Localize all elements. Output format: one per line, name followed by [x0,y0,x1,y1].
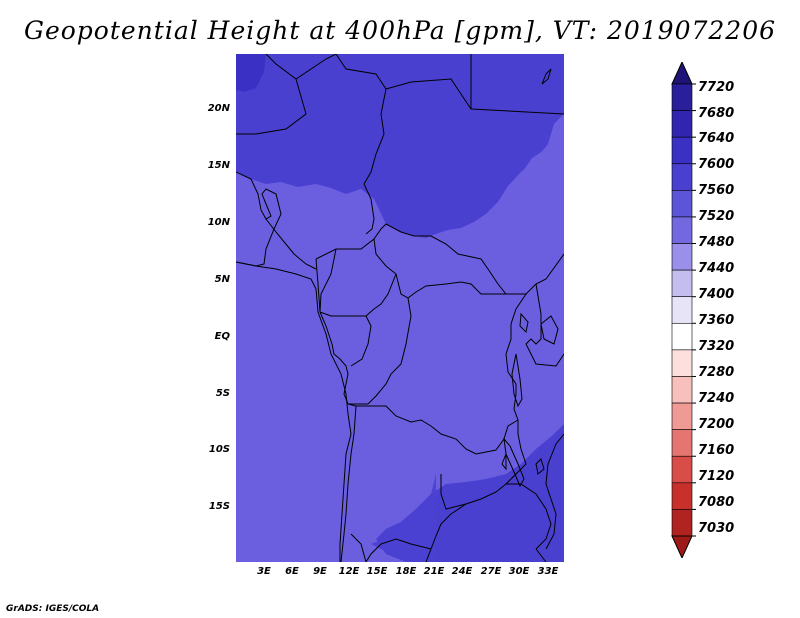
lon-label-15e: 15E [366,566,388,577]
colorbar-label-7030: 7030 [698,521,735,536]
lon-label-9e: 9E [313,566,327,577]
field-region-north [236,54,564,238]
colorbar-label-7480: 7480 [698,235,735,250]
lat-label-5n: 5N [214,274,230,285]
colorbar-label-7200: 7200 [698,417,735,432]
colorbar-segments [671,62,693,558]
colorbar-bin [671,110,693,138]
colorbar-label-7400: 7400 [698,287,735,302]
lon-label-3e: 3E [257,566,271,577]
lon-label-21e: 21E [423,566,445,577]
lon-label-27e: 27E [480,566,502,577]
colorbar-arrow-top [671,62,693,85]
colorbar-label-7360: 7360 [698,313,735,328]
colorbar-label-7640: 7640 [698,131,735,146]
lakes [501,68,559,488]
colorbar-bin [671,402,693,430]
lat-label-20n: 20N [207,103,230,114]
colorbar-label-7320: 7320 [698,339,735,354]
map-title: Geopotential Height at 400hPa [gpm], VT:… [23,16,777,45]
colorbar-bin [671,269,693,298]
coastline-west [236,261,352,562]
colorbar-bin [671,376,693,404]
lat-label-10s: 10S [208,444,230,455]
lon-label-6e: 6E [285,566,299,577]
colorbar-label-7080: 7080 [698,495,735,510]
lat-label-5s: 5S [215,388,230,399]
colorbar-bin [671,216,693,244]
colorbar-label-7280: 7280 [698,365,735,380]
colorbar-arrow-bottom [671,535,693,558]
colorbar-label-7600: 7600 [698,157,735,172]
field-region-south-lower [371,474,436,562]
colorbar-bin [671,509,693,537]
colorbar-label-7160: 7160 [698,443,735,458]
colorbar-ticks [692,83,696,537]
colorbar-bin [671,243,693,271]
geopotential-height-map [236,54,564,562]
field-region-northwest [236,54,266,92]
map-panel [236,54,564,562]
colorbar-bin [671,296,693,324]
lon-label-24e: 24E [451,566,473,577]
colorbar-bin [671,429,693,457]
colorbar-bin [671,83,693,111]
colorbar-bin [671,136,693,165]
colorbar-bin [671,322,693,351]
lon-label-30e: 30E [508,566,530,577]
colorbar-label-7520: 7520 [698,209,735,224]
lat-label-10n: 10N [207,217,230,228]
lon-label-33e: 33E [537,566,559,577]
colorbar-label-7440: 7440 [698,261,735,276]
colorbar-label-7240: 7240 [698,391,735,406]
colorbar-label-7560: 7560 [698,183,735,198]
colorbar-bin [671,163,693,191]
colorbar-bin [671,190,693,218]
lat-label-15s: 15S [208,501,230,512]
country-borders [236,54,564,562]
colorbar-label-7120: 7120 [698,469,735,484]
field-region-northeast-light [426,149,564,264]
colorbar-bin [671,455,693,484]
colorbar-bin [671,482,693,510]
lat-label-15n: 15N [207,160,230,171]
lon-label-18e: 18E [395,566,417,577]
colorbar-bin [671,349,693,377]
grads-credit: GrADS: IGES/COLA [6,604,100,614]
lat-label-eq: EQ [214,331,230,342]
lon-label-12e: 12E [338,566,360,577]
colorbar-label-7720: 7720 [698,80,735,95]
colorbar-label-7680: 7680 [698,106,735,121]
colorbar [671,62,696,558]
